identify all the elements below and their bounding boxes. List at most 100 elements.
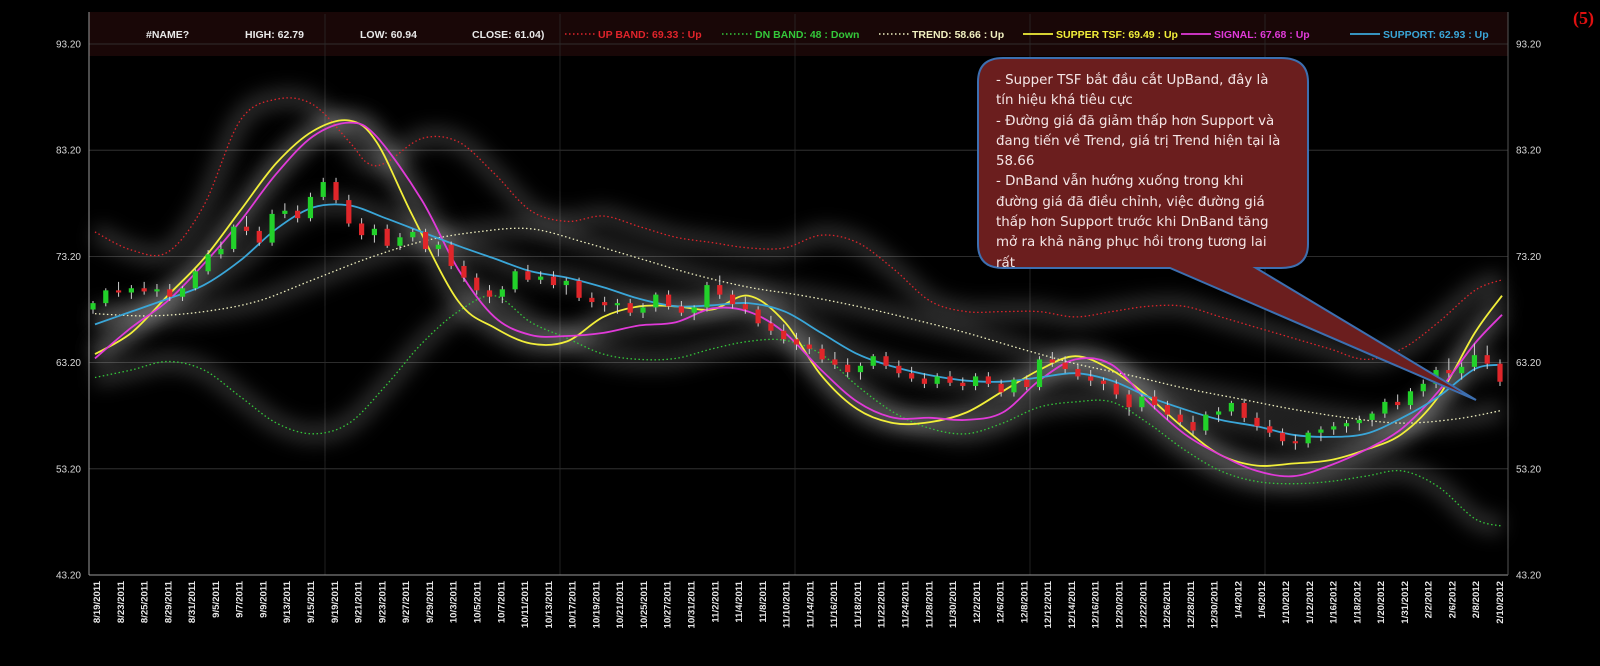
candle-body — [359, 223, 365, 236]
candle-body — [1305, 432, 1311, 444]
candle — [141, 281, 147, 295]
candle — [960, 377, 966, 391]
candle — [691, 305, 697, 321]
candle — [205, 250, 211, 275]
candle-body — [1446, 370, 1452, 374]
candle — [845, 358, 851, 378]
candle — [1318, 426, 1324, 442]
candle — [1484, 345, 1490, 369]
candle-body — [1382, 401, 1388, 414]
x-tick-label: 11/10/2011 — [782, 580, 793, 628]
series-line-signal — [94, 121, 1503, 478]
candle — [1203, 411, 1209, 435]
candle-body — [806, 344, 812, 349]
y-tick-label-left: 43.20 — [56, 571, 81, 582]
x-tick-label: 8/23/2011 — [116, 580, 127, 623]
candle-body — [115, 290, 122, 293]
candle — [742, 296, 748, 314]
candle — [972, 373, 979, 391]
candle — [103, 288, 109, 307]
x-tick-label: 12/12/2011 — [1043, 580, 1054, 628]
x-tick-label: 8/25/2011 — [140, 580, 151, 623]
header-band — [89, 12, 1508, 56]
candle-body — [1216, 411, 1222, 415]
legend-label: SUPPER TSF: 69.49 : Up — [1056, 29, 1178, 41]
y-axis-right-ticks: 93.20 83.20 73.20 63.20 53.20 43.20 — [1516, 40, 1541, 582]
candle-body — [845, 364, 851, 373]
candle — [525, 264, 531, 282]
candle-body — [870, 356, 876, 366]
candle-body — [691, 307, 697, 313]
candle — [1497, 359, 1503, 386]
candle-body — [499, 289, 505, 297]
candle-body — [1203, 414, 1209, 431]
candle-body — [525, 271, 531, 280]
candle-body — [1369, 413, 1375, 420]
candle-body — [512, 271, 518, 290]
candle-body — [1088, 376, 1094, 381]
candle-body — [1049, 359, 1055, 363]
x-tick-label: 11/30/2011 — [948, 580, 959, 628]
x-tick-label: 2/10/2012 — [1495, 581, 1506, 624]
candle — [576, 277, 582, 302]
candle — [1164, 400, 1171, 420]
candle-body — [717, 285, 723, 295]
x-tick-label: 11/14/2011 — [805, 580, 816, 628]
candle — [397, 233, 403, 251]
candle — [1100, 377, 1107, 391]
candle — [729, 290, 736, 309]
candle — [346, 194, 352, 227]
x-tick-label: 10/19/2011 — [591, 580, 602, 628]
candle — [320, 177, 326, 201]
y-axis-left-ticks: 93.20 83.20 73.20 63.20 53.20 43.20 — [56, 40, 81, 582]
y-tick-label-left: 93.20 — [56, 40, 81, 51]
candle — [793, 332, 800, 350]
legend: UP BAND: 69.33 : Up DN BAND: 48 : Down TRE… — [565, 29, 1489, 41]
callout-line: - Đường giá đã giảm thấp hơn Support và … — [996, 113, 1281, 170]
legend-label: SUPPORT: 62.93 : Up — [1383, 29, 1489, 41]
candle-body — [1152, 396, 1158, 406]
candle — [550, 271, 557, 289]
candle-body — [1395, 401, 1401, 406]
candle — [422, 228, 429, 253]
candle-body — [640, 307, 646, 313]
candle-body — [589, 297, 595, 303]
candle — [307, 192, 314, 222]
candle-body — [742, 304, 748, 310]
candle-body — [192, 271, 198, 289]
candle — [461, 260, 467, 282]
candle — [1241, 398, 1247, 423]
x-tick-label: 12/20/2011 — [1115, 580, 1126, 628]
candle — [563, 277, 569, 295]
y-tick-label-left: 63.20 — [56, 358, 81, 369]
candle-body — [1331, 426, 1337, 430]
callout-shape — [977, 57, 1477, 401]
candle — [359, 218, 365, 240]
candle — [90, 301, 96, 314]
candle — [384, 224, 390, 248]
candle-body — [243, 226, 250, 231]
callout-bubble — [977, 57, 1477, 401]
candle-body — [1113, 383, 1119, 395]
x-tick-label: 10/27/2011 — [663, 580, 674, 628]
candle-body — [397, 237, 403, 246]
candle-body — [550, 276, 557, 286]
candle-body — [563, 280, 569, 286]
candle — [1139, 394, 1145, 412]
candle — [819, 344, 825, 363]
candle — [1395, 394, 1401, 410]
candle-body — [665, 294, 672, 307]
candle — [1088, 370, 1094, 386]
candle — [883, 351, 889, 369]
y-tick-label-right: 43.20 — [1516, 571, 1541, 582]
candle-body — [1139, 396, 1145, 408]
candle — [154, 284, 160, 297]
candle — [1292, 434, 1298, 450]
candle-body — [179, 288, 186, 297]
candle-body — [474, 277, 480, 291]
candle — [832, 351, 838, 369]
candle-body — [90, 303, 96, 310]
candle-body — [269, 213, 275, 243]
candle — [269, 209, 275, 246]
candle — [704, 281, 710, 312]
